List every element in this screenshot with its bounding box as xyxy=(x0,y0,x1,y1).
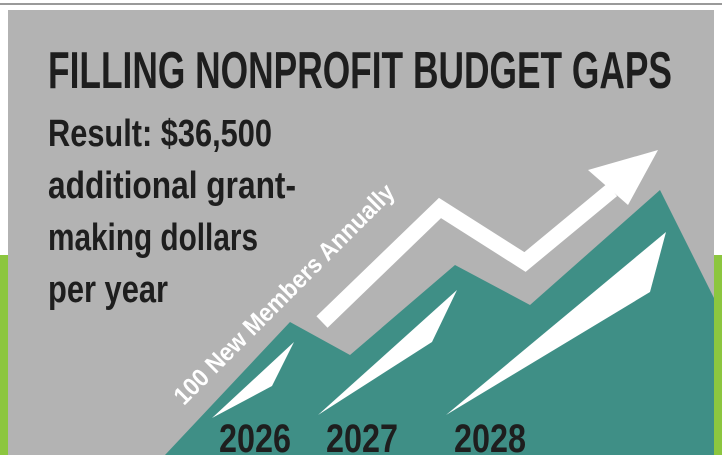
snow-highlight xyxy=(318,290,457,415)
title: FILLING NONPROFIT BUDGET GAPS xyxy=(48,42,672,100)
result-line: per year xyxy=(48,269,168,311)
green-band-left xyxy=(0,255,10,455)
snow-highlight xyxy=(212,342,294,418)
year-label: 2027 xyxy=(326,417,398,455)
arrow-head xyxy=(588,150,658,205)
result-text: Result: $36,500 additional grant-making d… xyxy=(48,113,296,311)
result-line: Result: $36,500 xyxy=(48,113,272,155)
year-label: 2026 xyxy=(219,417,291,455)
year-labels: 2026 2027 2028 xyxy=(219,417,526,455)
green-band-right xyxy=(712,255,722,455)
snow-highlight xyxy=(446,232,666,415)
year-label: 2028 xyxy=(454,417,526,455)
result-line: additional grant- xyxy=(48,165,296,207)
growth-arrow xyxy=(316,183,618,328)
result-line: making dollars xyxy=(48,217,258,259)
